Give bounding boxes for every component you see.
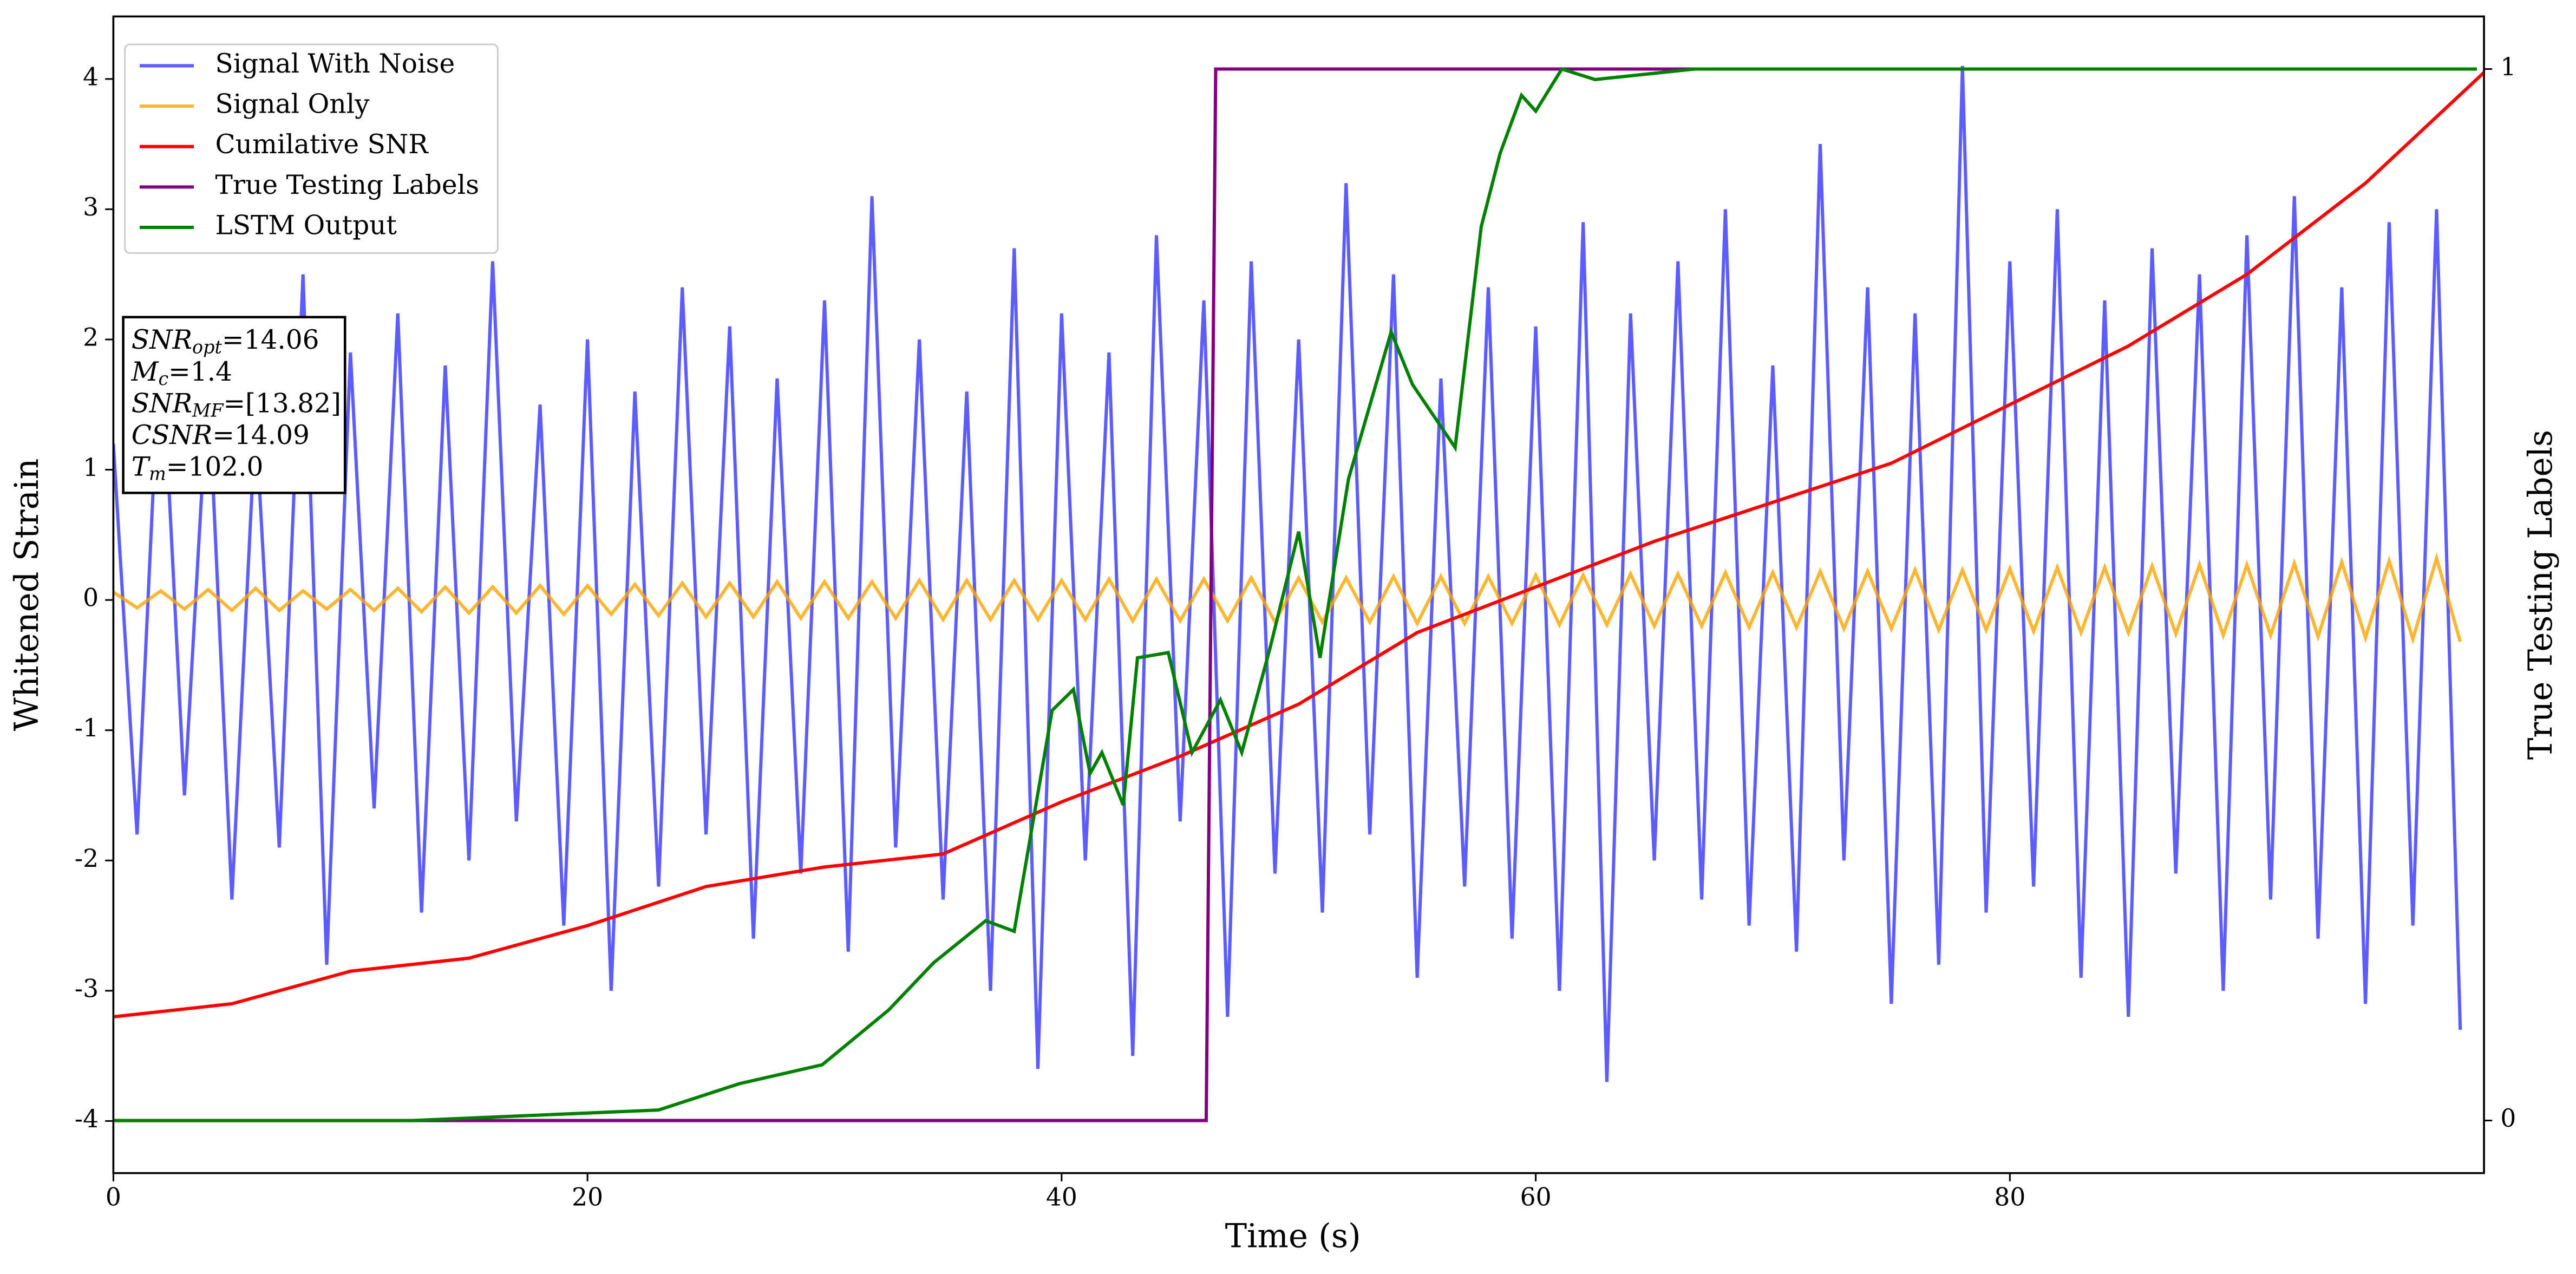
plot-frame bbox=[112, 15, 2485, 1174]
x-tick-label: 80 bbox=[1994, 1183, 2025, 1212]
x-tick-label: 60 bbox=[1520, 1183, 1552, 1212]
y2-tick-label: 0 bbox=[2500, 1104, 2516, 1133]
legend-box bbox=[124, 43, 499, 254]
y-tick-label: -4 bbox=[75, 1105, 99, 1133]
annotation-line: CSNR=14.09 bbox=[132, 420, 310, 450]
annotation-line: SNRopt=14.06 bbox=[132, 325, 319, 358]
legend-label: True Testing Labels bbox=[215, 170, 480, 200]
annotation-tail: =14.06 bbox=[222, 325, 319, 355]
y-tick-label: 3 bbox=[83, 193, 99, 221]
annotation-line: SNRMF=[13.82] bbox=[132, 388, 341, 421]
annotation-line: Mc=1.4 bbox=[131, 356, 232, 389]
legend-label: Cumilative SNR bbox=[215, 129, 429, 160]
annotation-tail: =14.09 bbox=[212, 420, 310, 450]
legend-label: Signal With Noise bbox=[215, 49, 455, 79]
annotation-tail: =[13.82] bbox=[223, 388, 341, 419]
y-tick-label: 4 bbox=[83, 62, 99, 91]
annotation-main: M bbox=[131, 356, 159, 387]
annotation-line: Tm=102.0 bbox=[132, 452, 264, 485]
y-tick-label: -3 bbox=[75, 974, 99, 1003]
y2-axis-label: True Testing Labels bbox=[2522, 430, 2560, 760]
annotation-main: CSNR bbox=[132, 420, 212, 450]
x-tick-label: 0 bbox=[106, 1183, 121, 1212]
y-tick-label: 1 bbox=[83, 453, 99, 482]
series-line bbox=[113, 67, 2477, 1122]
annotation-box: SNRopt=14.06Mc=1.4SNRMF=[13.82]CSNR=14.0… bbox=[122, 316, 346, 494]
annotation-tail: =102.0 bbox=[166, 452, 264, 482]
annotation-main: T bbox=[132, 452, 151, 482]
x-tick-label: 40 bbox=[1046, 1183, 1077, 1212]
series-line bbox=[113, 66, 2462, 1082]
y2-tick-label: 1 bbox=[2500, 53, 2516, 81]
legend-label: LSTM Output bbox=[215, 211, 397, 241]
y-tick-label: -2 bbox=[75, 844, 99, 873]
y-tick-label: -1 bbox=[75, 714, 99, 742]
series-line bbox=[113, 552, 2462, 645]
annotation-sub: MF bbox=[192, 400, 224, 421]
annotation-sub: opt bbox=[192, 336, 222, 357]
y-tick-label: 2 bbox=[83, 323, 99, 352]
annotation-main: SNR bbox=[132, 388, 192, 419]
y-tick-label: 0 bbox=[83, 584, 99, 612]
legend-label: Signal Only bbox=[215, 89, 370, 120]
annotation-tail: =1.4 bbox=[168, 356, 232, 387]
annotation-frame bbox=[122, 316, 346, 494]
series-line bbox=[113, 71, 2485, 1018]
x-tick-label: 20 bbox=[572, 1183, 603, 1212]
y-axis-label: Whitened Strain bbox=[8, 459, 46, 731]
x-axis-label: Time (s) bbox=[1225, 1218, 1361, 1256]
legend: Signal With Noise Signal Only Cumilative S… bbox=[124, 43, 499, 254]
annotation-sub: m bbox=[149, 463, 166, 485]
annotation-main: SNR bbox=[132, 325, 192, 355]
annotation-sub: c bbox=[158, 368, 168, 389]
